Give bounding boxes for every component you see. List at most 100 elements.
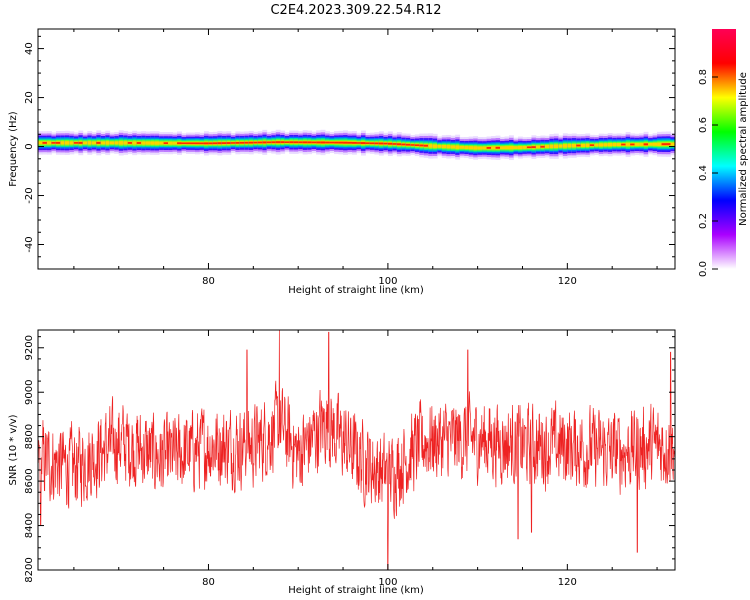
spectral-band-peak-cell <box>526 146 532 149</box>
spectral-band-peak-cell <box>78 141 84 144</box>
spectral-band-cell <box>594 143 600 147</box>
colorbar-tick-label: 0.0 <box>698 261 709 277</box>
spectral-band-peak-cell <box>51 142 57 144</box>
spectrogram-x-tick-label: 120 <box>558 276 577 287</box>
spectral-band-cell <box>477 146 483 150</box>
spectral-band-cell <box>522 146 528 149</box>
spectral-band-cell <box>428 144 434 148</box>
spectrogram-y-tick-label: -40 <box>24 236 35 252</box>
colorbar-tick-label: 0.6 <box>698 117 709 133</box>
colorbar-label: Normalized spectral amplitude <box>738 72 749 226</box>
spectral-band-cell <box>639 142 644 146</box>
spectral-band-peak-cell <box>244 141 250 144</box>
spectral-band-peak-cell <box>589 144 595 146</box>
spectral-band-peak-cell <box>540 145 546 148</box>
spectral-band-peak-cell <box>343 141 348 144</box>
spectral-band-peak-cell <box>127 142 133 144</box>
spectral-band-cell <box>504 146 510 150</box>
snr-y-tick-label: 9000 <box>24 379 35 404</box>
spectrogram-y-axis-label: Frequency (Hz) <box>8 111 19 187</box>
spectral-band-peak-cell <box>360 142 366 145</box>
colorbar: 0.0 0.2 0.4 0.6 0.8 Normalized spectral ampl… <box>698 29 749 277</box>
spectral-band-peak-cell <box>293 141 299 144</box>
spectrogram-y-tick-label: 0 <box>24 143 35 149</box>
spectral-band-peak-cell <box>307 141 313 144</box>
spectral-band-cell <box>473 146 479 150</box>
snr-x-tick-label: 100 <box>378 577 397 588</box>
snr-x-tick-label: 80 <box>202 577 215 588</box>
spectral-band-cell <box>603 143 609 147</box>
spectral-band <box>38 129 675 161</box>
spectral-band-peak-cell <box>257 141 263 144</box>
snr-x-tick-label: 120 <box>558 577 577 588</box>
spectral-band-peak-cell <box>262 141 268 144</box>
snr-y-tick-label: 9200 <box>24 335 35 360</box>
spectrogram-y-tick-label: 40 <box>24 42 35 55</box>
spectral-band-cell <box>598 143 604 147</box>
spectral-band-peak-cell <box>383 142 389 145</box>
spectral-band-peak-cell <box>392 143 398 145</box>
spectral-band-peak-cell <box>401 143 407 146</box>
spectral-band-cell <box>446 145 452 149</box>
spectral-band-cell <box>105 141 111 145</box>
spectral-band-cell <box>625 142 631 147</box>
spectral-band-peak-cell <box>374 142 380 145</box>
spectral-band-cell <box>517 146 523 150</box>
spectrogram-x-tick-label: 100 <box>378 276 397 287</box>
spectral-band-peak-cell <box>414 144 420 147</box>
spectral-band-cell <box>60 141 66 145</box>
spectral-band-cell <box>464 146 470 150</box>
spectral-band-peak-cell <box>410 144 416 146</box>
spectral-band-peak-cell <box>42 141 48 144</box>
spectral-band-peak-cell <box>208 142 214 145</box>
spectral-band-peak-cell <box>199 142 205 145</box>
spectral-band-cell <box>571 143 577 148</box>
spectral-band-peak-cell <box>298 141 304 144</box>
spectral-band-peak-cell <box>486 146 492 149</box>
spectral-band-peak-cell <box>621 143 627 146</box>
spectral-band-cell <box>553 144 559 149</box>
spectrogram-panel: 80 100 120 40 20 0 -20 -40 Height of straight l… <box>8 28 676 296</box>
spectral-band-peak-cell <box>338 141 344 144</box>
spectral-band-peak-cell <box>405 143 411 146</box>
spectral-band-peak-cell <box>221 142 227 145</box>
spectral-band-peak-cell <box>661 143 667 146</box>
spectral-band-peak-cell <box>136 142 142 144</box>
spectral-band-cell <box>562 144 568 148</box>
spectral-band-cell <box>432 144 438 148</box>
spectral-band-peak-cell <box>320 141 326 144</box>
snr-frame <box>37 329 676 571</box>
spectral-band-cell <box>114 141 120 145</box>
spectral-band-peak-cell <box>230 142 236 144</box>
spectral-band-peak-cell <box>378 142 384 145</box>
spectral-band-peak-cell <box>239 141 245 144</box>
spectral-band-cell <box>482 146 487 150</box>
spectral-band-cell <box>670 142 675 146</box>
spectral-band-cell <box>141 141 147 145</box>
spectral-band-peak-cell <box>226 142 232 144</box>
spectral-band-peak-cell <box>423 144 429 147</box>
spectral-band-peak-cell <box>311 141 317 144</box>
spectral-band-peak-cell <box>289 141 295 144</box>
spectral-band-peak-cell <box>253 141 259 144</box>
snr-y-axis-label: SNR (10 * v/v) <box>8 414 19 485</box>
spectral-band-cell <box>616 142 622 147</box>
spectral-band-cell <box>634 142 640 146</box>
spectral-band-peak-cell <box>186 142 191 145</box>
spectral-band-peak-cell <box>280 141 286 144</box>
spectral-band-peak-cell <box>271 141 277 144</box>
spectral-band-cell <box>558 144 564 148</box>
spectral-band-cell <box>168 141 173 145</box>
snr-x-axis-label: Height of straight line (km) <box>288 585 424 596</box>
spectral-band-peak-cell <box>325 141 330 144</box>
colorbar-tick-label: 0.4 <box>698 165 709 181</box>
spectral-band-peak-cell <box>266 141 272 144</box>
spectral-band-cell <box>150 141 156 145</box>
spectral-band-cell <box>172 141 178 145</box>
spectral-band-peak-cell <box>275 141 281 144</box>
spectrogram-y-tick-label: -20 <box>24 187 35 203</box>
spectral-band-cell <box>500 146 505 150</box>
colorbar-tick-label: 0.8 <box>698 69 709 85</box>
spectral-band-cell <box>82 141 88 145</box>
